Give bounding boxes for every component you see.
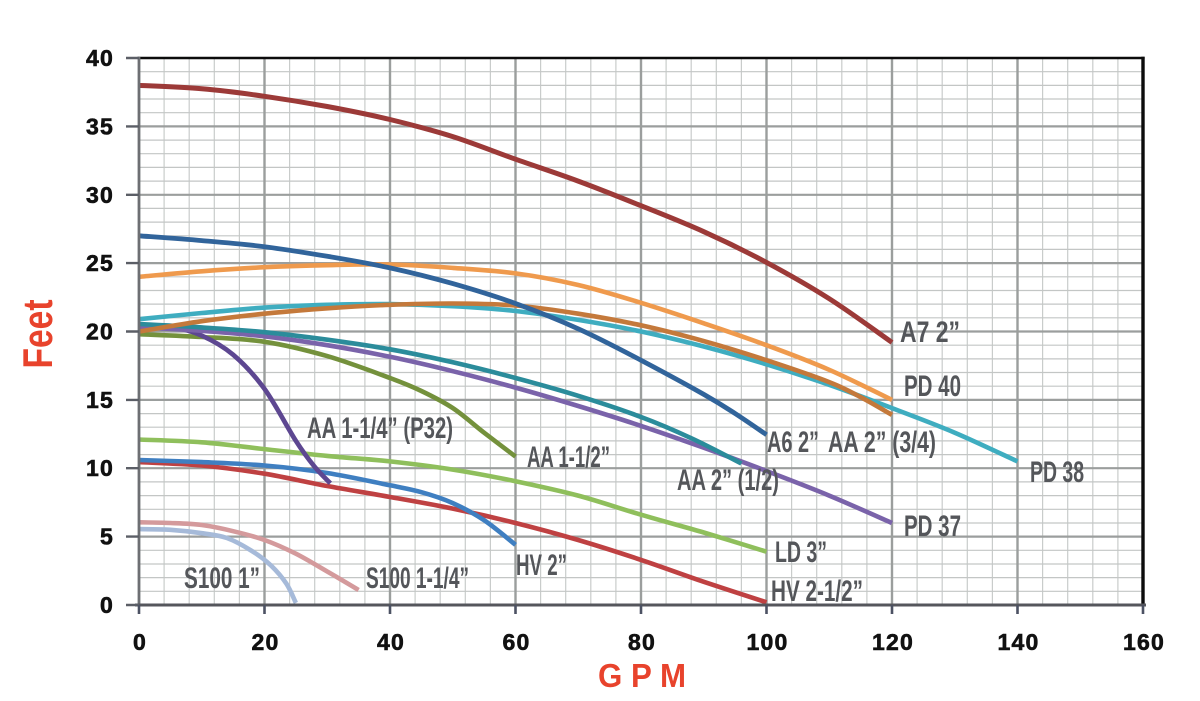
svg-text:Feet: Feet [14,299,61,368]
svg-text:20: 20 [252,629,280,655]
svg-text:PD 40: PD 40 [904,370,961,403]
svg-text:0: 0 [100,592,114,618]
svg-text:S100 1-1/4”: S100 1-1/4” [366,562,469,595]
svg-text:140: 140 [998,629,1040,655]
svg-text:A6 2”: A6 2” [767,426,819,459]
svg-text:AA 2” (3/4): AA 2” (3/4) [828,426,936,459]
svg-text:G P M: G P M [598,657,686,694]
svg-text:25: 25 [86,250,114,276]
svg-text:LD 3”: LD 3” [775,536,827,569]
svg-text:AA 1-1/4” (P32): AA 1-1/4” (P32) [307,412,453,445]
svg-text:0: 0 [133,629,147,655]
svg-text:HV 2-1/2”: HV 2-1/2” [771,575,863,608]
svg-text:120: 120 [872,629,914,655]
svg-text:80: 80 [628,629,656,655]
svg-text:PD 38: PD 38 [1030,456,1084,489]
svg-text:S100 1”: S100 1” [184,562,260,595]
svg-text:40: 40 [86,45,114,71]
svg-text:HV 2”: HV 2” [516,549,567,582]
svg-text:35: 35 [86,113,114,139]
svg-text:AA 1-1/2”: AA 1-1/2” [527,441,610,474]
svg-text:10: 10 [86,455,114,481]
svg-text:60: 60 [503,629,531,655]
svg-text:A7 2”: A7 2” [900,316,960,349]
svg-text:20: 20 [86,319,114,345]
svg-text:AA 2” (1/2): AA 2” (1/2) [677,464,779,497]
svg-text:160: 160 [1123,629,1165,655]
svg-text:15: 15 [86,387,114,413]
svg-text:PD 37: PD 37 [904,510,961,543]
svg-text:5: 5 [100,524,114,550]
svg-text:30: 30 [86,182,114,208]
svg-text:100: 100 [747,629,789,655]
svg-text:40: 40 [377,629,405,655]
